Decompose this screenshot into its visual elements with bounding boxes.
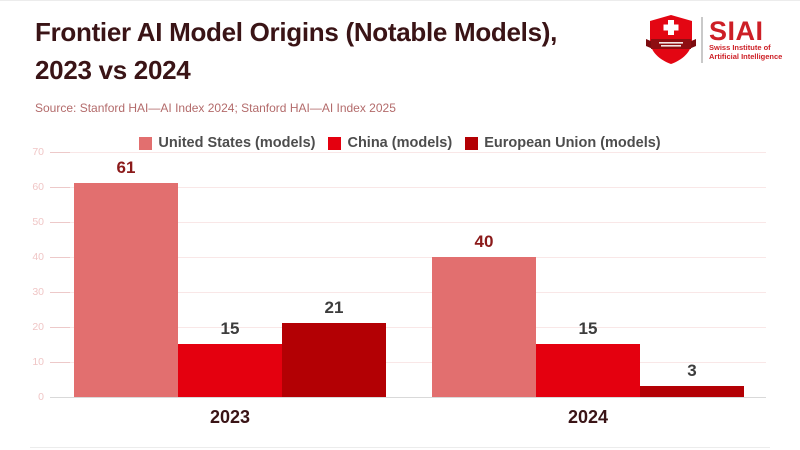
y-tick-label: 70: [32, 145, 44, 158]
y-tick-label: 60: [32, 180, 44, 193]
legend-label-us: United States (models): [158, 135, 316, 151]
y-gridline: [50, 186, 766, 188]
value-label-eu-2024: 3: [687, 361, 697, 380]
legend-swatch-china: [328, 136, 342, 150]
bar-eu-2023: [282, 323, 386, 397]
value-label-china-2024: 15: [578, 319, 598, 338]
y-gridline: [50, 326, 766, 328]
bar-us-2024: [432, 256, 536, 397]
y-tick-mark: [50, 256, 70, 258]
y-gridline: [50, 221, 766, 223]
y-tick-label: 10: [32, 355, 44, 368]
legend-swatch-us: [139, 136, 153, 150]
y-tick-label: 0: [38, 390, 44, 403]
source-text: Source: Stanford HAI—AI Index 2024; Stan…: [35, 101, 396, 115]
logo-subtitle-line2: Artificial Intelligence: [709, 51, 783, 61]
bar-china-2023: [178, 344, 282, 397]
y-tick-mark: [50, 186, 70, 188]
y-gridline: [50, 291, 766, 293]
top-hairline: [0, 0, 800, 1]
y-tick-label: 30: [32, 285, 44, 298]
legend-label-china: China (models): [347, 135, 453, 151]
logo-acronym: SIAI: [709, 16, 764, 46]
y-gridline: [50, 151, 766, 153]
y-tick-label: 20: [32, 320, 44, 333]
page-title-line2: 2023 vs 2024: [35, 55, 191, 85]
x-axis-label-2024: 2024: [567, 406, 609, 427]
bar-eu-2024: [640, 386, 744, 397]
y-tick-label: 50: [32, 215, 44, 228]
logo-divider: [701, 17, 703, 63]
value-label-us-2024: 40: [474, 231, 494, 251]
legend-label-eu: European Union (models): [484, 135, 661, 151]
y-tick-mark: [50, 291, 70, 293]
bar-us-2023: [74, 183, 178, 397]
y-tick-mark: [50, 151, 70, 153]
y-gridline: [50, 361, 766, 363]
x-axis-line: [50, 396, 766, 398]
value-label-eu-2023: 21: [324, 298, 344, 317]
legend-swatch-eu: [465, 136, 479, 150]
bottom-hairline: [30, 447, 770, 448]
logo-text: SIAI Swiss Institute of Artificial Intel…: [709, 16, 783, 61]
legend-item-us: United States (models): [139, 135, 315, 151]
bar-china-2024: [536, 344, 640, 397]
y-tick-mark: [50, 361, 70, 363]
logo-subtitle-line1: Swiss Institute of: [709, 43, 771, 52]
y-tick-label: 40: [32, 250, 44, 263]
siai-shield-icon: [646, 15, 696, 64]
legend-item-eu: European Union (models): [465, 135, 661, 151]
siai-logo: SIAI Swiss Institute of Artificial Intel…: [646, 14, 782, 66]
value-label-us-2023: 61: [116, 158, 136, 177]
legend-item-china: China (models): [328, 135, 452, 151]
value-label-china-2023: 15: [220, 319, 240, 338]
y-tick-mark: [50, 221, 70, 223]
page-title: Frontier AI Model Origins (Notable Model…: [35, 13, 650, 89]
y-tick-mark: [50, 326, 70, 328]
page-title-line1: Frontier AI Model Origins (Notable Model…: [35, 17, 558, 47]
y-gridline: [50, 256, 766, 258]
chart-legend: United States (models) China (models) Euro…: [0, 135, 800, 151]
x-axis-label-2023: 2023: [209, 406, 251, 427]
